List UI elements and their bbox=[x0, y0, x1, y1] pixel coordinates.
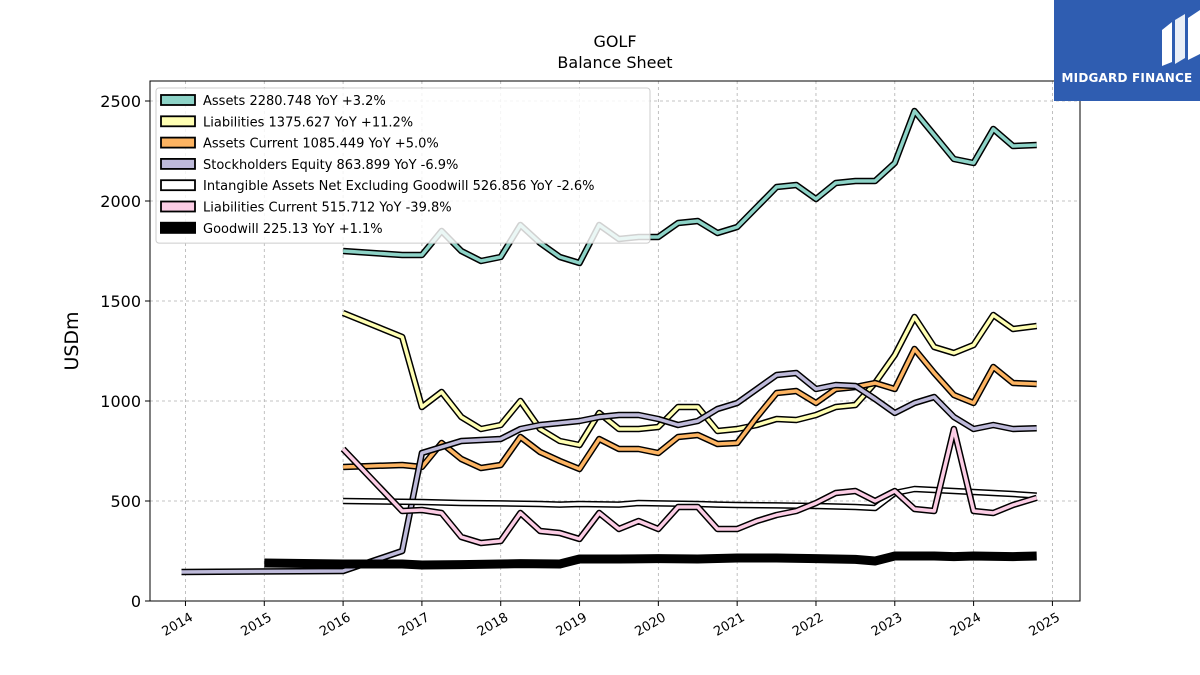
x-tick-label: 2024 bbox=[948, 610, 984, 640]
legend-swatch bbox=[160, 157, 196, 170]
midgard-logo-icon bbox=[1162, 10, 1200, 66]
x-tick-label: 2022 bbox=[790, 610, 826, 640]
legend-swatch bbox=[160, 200, 196, 213]
x-tick-label: 2015 bbox=[238, 610, 274, 640]
series-line bbox=[342, 345, 1037, 473]
midgard-finance-logo: MIDGARD FINANCE bbox=[1054, 0, 1200, 101]
x-tick-label: 2025 bbox=[1027, 610, 1063, 640]
series-fill-line bbox=[343, 347, 1037, 471]
y-tick-label: 2500 bbox=[100, 92, 141, 111]
legend-box bbox=[155, 87, 651, 244]
legend-swatch bbox=[160, 115, 196, 128]
y-tick-label: 0 bbox=[131, 592, 141, 611]
series-fill-line bbox=[181, 371, 1037, 574]
logo-brand-name: MIDGARD FINANCE bbox=[1061, 71, 1193, 85]
y-tick-label: 2000 bbox=[100, 192, 141, 211]
legend-label: Assets 2280.748 YoY +3.2% bbox=[203, 94, 386, 109]
x-tick-label: 2017 bbox=[396, 610, 432, 640]
series-lines bbox=[181, 107, 1038, 576]
legend-swatch bbox=[160, 221, 196, 234]
series-outline bbox=[264, 551, 1037, 570]
legend: Assets 2280.748 YoY +3.2% Liabilities 137… bbox=[155, 87, 651, 244]
x-tick-label: 2019 bbox=[554, 610, 590, 640]
series-line bbox=[341, 309, 1038, 449]
legend-label: Goodwill 225.13 YoY +1.1% bbox=[203, 222, 383, 237]
x-tick-label: 2016 bbox=[317, 610, 353, 640]
legend-swatch bbox=[160, 94, 196, 106]
y-tick-label: 1000 bbox=[100, 392, 141, 411]
series-fill-line bbox=[342, 311, 1037, 447]
series-line bbox=[340, 425, 1038, 547]
y-tick-label: 500 bbox=[110, 492, 141, 511]
chart-subtitle: Balance Sheet bbox=[557, 53, 672, 72]
chart-title: GOLF bbox=[593, 32, 636, 51]
series-line bbox=[181, 369, 1037, 576]
legend-label: Intangible Assets Net Excluding Goodwill… bbox=[203, 179, 594, 194]
legend-label: Stockholders Equity 863.899 YoY -6.9% bbox=[203, 158, 458, 173]
series-line bbox=[264, 551, 1037, 570]
series-fill-line bbox=[341, 427, 1038, 545]
legend-swatch bbox=[160, 179, 196, 192]
legend-label: Liabilities Current 515.712 YoY -39.8% bbox=[203, 201, 452, 216]
y-axis-label: USDm bbox=[61, 311, 83, 370]
x-tick-label: 2014 bbox=[160, 610, 196, 640]
legend-swatch bbox=[160, 136, 196, 149]
series-outline bbox=[181, 369, 1037, 576]
x-tick-label: 2020 bbox=[633, 610, 669, 640]
series-fill-line bbox=[342, 109, 1037, 265]
legend-label: Liabilities 1375.627 YoY +11.2% bbox=[203, 115, 413, 130]
legend-label: Assets Current 1085.449 YoY +5.0% bbox=[203, 137, 439, 152]
series-line bbox=[342, 107, 1037, 267]
y-tick-label: 1500 bbox=[100, 292, 141, 311]
plot-area-frame bbox=[149, 80, 1081, 602]
x-tick-label: 2021 bbox=[711, 610, 747, 640]
x-tick-label: 2018 bbox=[475, 610, 511, 640]
x-tick-label: 2023 bbox=[869, 610, 905, 640]
